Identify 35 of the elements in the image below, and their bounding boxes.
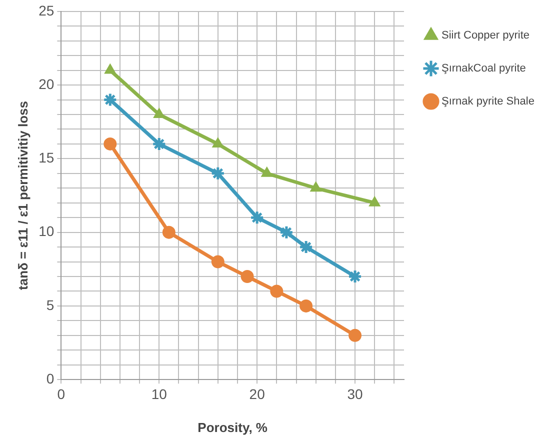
x-tick-label: 0 — [57, 386, 66, 402]
x-tick-label: 30 — [347, 386, 364, 402]
x-tick-label: 20 — [249, 386, 266, 402]
point — [153, 108, 165, 118]
point — [348, 328, 362, 342]
point — [102, 92, 118, 108]
point — [270, 284, 284, 298]
point — [250, 210, 264, 225]
point — [212, 137, 224, 148]
point — [104, 137, 117, 150]
point — [300, 299, 313, 312]
x-axis-title: Porosity, % — [198, 420, 268, 435]
point — [152, 136, 166, 152]
x-tick-label: 10 — [151, 386, 168, 402]
y-tick-label: 25 — [38, 2, 54, 18]
point — [240, 270, 254, 284]
point — [210, 166, 226, 181]
y-tick-label: 0 — [46, 370, 54, 386]
point — [162, 226, 176, 239]
point — [368, 196, 380, 206]
y-tick-label: 20 — [38, 76, 54, 92]
point — [279, 225, 294, 240]
legend-label: Şırnak pyrite Shale — [442, 96, 534, 108]
y-tick-label: 15 — [38, 150, 54, 166]
point — [104, 64, 116, 74]
y-tick-label: 10 — [38, 223, 54, 240]
legend-label: ŞırnakCoal pyrite — [442, 62, 526, 75]
point — [261, 166, 273, 177]
y-axis-title: tanδ = ε11 / ε1 permitivitiy loss — [15, 101, 30, 290]
legend-label: Siirt Copper pyrite — [442, 30, 530, 42]
point — [298, 240, 314, 254]
point — [310, 182, 322, 192]
point — [348, 269, 362, 284]
y-tick-label: 5 — [46, 296, 54, 313]
point — [211, 255, 224, 268]
